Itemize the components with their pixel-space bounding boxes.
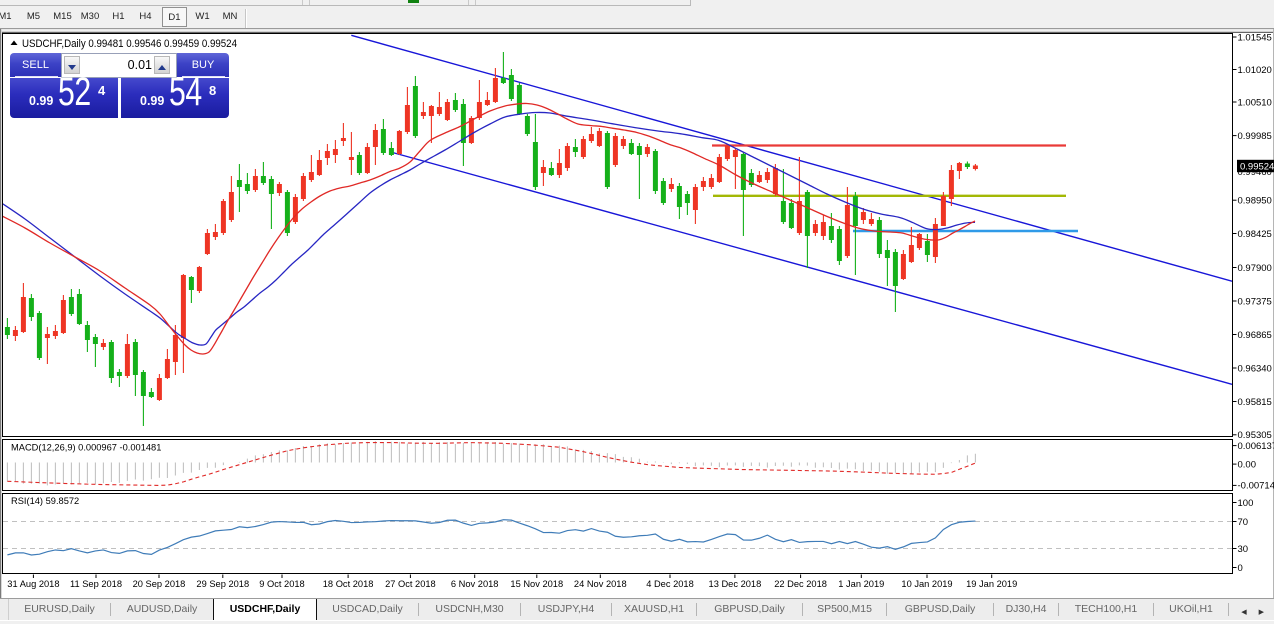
svg-text:27 Oct 2018: 27 Oct 2018 — [385, 579, 436, 589]
svg-text:9 Oct 2018: 9 Oct 2018 — [259, 579, 304, 589]
svg-text:4 Dec 2018: 4 Dec 2018 — [646, 579, 694, 589]
svg-text:MACD(12,26,9) 0.000967 -0.0014: MACD(12,26,9) 0.000967 -0.001481 — [11, 443, 161, 453]
svg-text:USDCHF,Daily 0.99481 0.99546: USDCHF,Daily 0.99481 0.99546 0.99459 0.9… — [22, 38, 237, 50]
svg-text:30: 30 — [1238, 544, 1249, 555]
svg-text:0.006137: 0.006137 — [1238, 441, 1274, 452]
svg-text:10 Jan 2019: 10 Jan 2019 — [901, 579, 952, 589]
svg-text:19 Jan 2019: 19 Jan 2019 — [966, 579, 1017, 589]
svg-text:0.95815: 0.95815 — [1238, 397, 1272, 408]
svg-text:0.97375: 0.97375 — [1238, 296, 1272, 307]
svg-text:0.95305: 0.95305 — [1238, 430, 1272, 441]
svg-text:0.97900: 0.97900 — [1238, 263, 1272, 274]
svg-text:1.01545: 1.01545 — [1238, 32, 1272, 43]
svg-text:70: 70 — [1238, 517, 1249, 528]
svg-text:18 Oct 2018: 18 Oct 2018 — [323, 579, 374, 589]
svg-text:1.00510: 1.00510 — [1238, 97, 1272, 108]
svg-text:6 Nov 2018: 6 Nov 2018 — [451, 579, 499, 589]
svg-text:0.98950: 0.98950 — [1238, 196, 1272, 207]
svg-text:22 Dec 2018: 22 Dec 2018 — [774, 579, 827, 589]
svg-text:100: 100 — [1238, 498, 1254, 509]
svg-text:-0.007142: -0.007142 — [1238, 481, 1274, 492]
svg-text:0.96865: 0.96865 — [1238, 330, 1272, 341]
svg-text:11 Sep 2018: 11 Sep 2018 — [70, 579, 122, 589]
svg-text:0.00: 0.00 — [1238, 459, 1257, 470]
svg-text:RSI(14) 59.8572: RSI(14) 59.8572 — [11, 496, 79, 506]
svg-text:29 Sep 2018: 29 Sep 2018 — [196, 579, 249, 589]
svg-text:31 Aug 2018: 31 Aug 2018 — [7, 579, 59, 589]
svg-text:20 Sep 2018: 20 Sep 2018 — [133, 579, 186, 589]
svg-text:15 Nov 2018: 15 Nov 2018 — [510, 579, 563, 589]
svg-text:0.99985: 0.99985 — [1238, 131, 1272, 142]
svg-text:1.01020: 1.01020 — [1238, 65, 1272, 76]
svg-text:0.99524: 0.99524 — [1240, 161, 1274, 172]
svg-text:24 Nov 2018: 24 Nov 2018 — [574, 579, 627, 589]
svg-text:1 Jan 2019: 1 Jan 2019 — [838, 579, 884, 589]
svg-text:0.98425: 0.98425 — [1238, 229, 1272, 240]
svg-text:0.96340: 0.96340 — [1238, 363, 1272, 374]
svg-text:0.99460: 0.99460 — [1238, 167, 1272, 178]
svg-text:13 Dec 2018: 13 Dec 2018 — [709, 579, 762, 589]
svg-text:0: 0 — [1238, 563, 1243, 574]
